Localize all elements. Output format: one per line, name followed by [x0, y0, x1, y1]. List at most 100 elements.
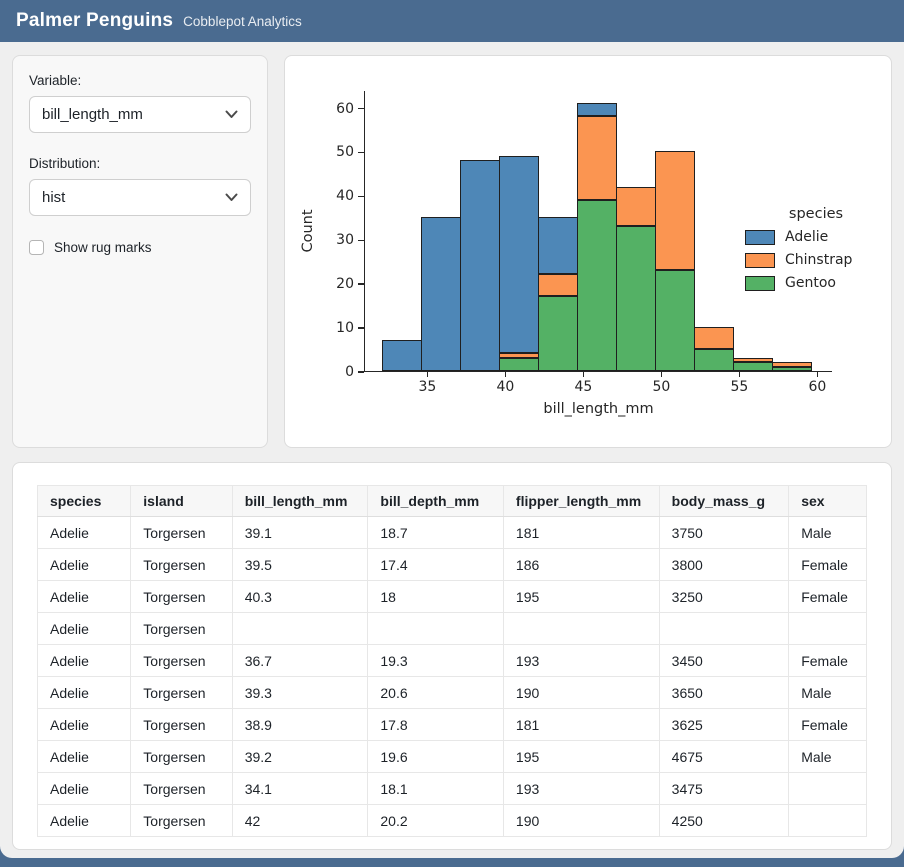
penguins-table: species island bill_length_mm bill_depth_mm… — [36, 485, 867, 837]
top-row: Variable: bill_length_mm Distribution: h… — [12, 55, 892, 448]
x-tick-label: 40 — [496, 379, 515, 395]
bar-segment-chinstrap — [538, 274, 579, 297]
legend-entry: Gentoo — [745, 275, 887, 291]
y-tick-label: 40 — [336, 188, 354, 205]
table-row: Adelie Torgersen 39.2 19.6 195 4675 Male — [36, 740, 867, 773]
table-header-row: species island bill_length_mm bill_depth_mm… — [36, 485, 867, 517]
table-cell: 3650 — [658, 676, 790, 709]
column-header-species: species — [36, 485, 132, 517]
y-tick — [358, 283, 364, 285]
x-tick-label: 45 — [574, 379, 593, 395]
table-cell: 181 — [502, 708, 660, 741]
table-cell: Torgersen — [130, 644, 233, 677]
legend-label: Adelie — [785, 229, 829, 245]
table-cell: 195 — [502, 580, 660, 613]
y-tick-label: 30 — [336, 232, 354, 249]
table-cell: Adelie — [36, 580, 132, 613]
content-sheet: Variable: bill_length_mm Distribution: h… — [0, 42, 904, 858]
y-tick — [358, 327, 364, 329]
column-header-body_mass_g: body_mass_g — [658, 485, 790, 517]
table-cell — [788, 612, 867, 645]
table-cell — [231, 612, 369, 645]
table-cell: Adelie — [36, 708, 132, 741]
table-cell: Adelie — [36, 804, 132, 837]
table-cell: 3625 — [658, 708, 790, 741]
chevron-down-icon — [225, 193, 238, 201]
table-cell: Adelie — [36, 644, 132, 677]
table-cell: Male — [788, 676, 867, 709]
y-tick — [358, 371, 364, 373]
table-cell: 193 — [502, 644, 660, 677]
table-cell: Female — [788, 708, 867, 741]
legend-label: Gentoo — [785, 275, 836, 291]
table-cell: 34.1 — [231, 772, 369, 805]
table-row: Adelie Torgersen — [36, 612, 867, 645]
bar-segment-gentoo — [694, 349, 735, 371]
table-cell: 39.3 — [231, 676, 369, 709]
x-tick — [582, 371, 585, 377]
legend-entry: Chinstrap — [745, 252, 887, 268]
column-header-island: island — [130, 485, 233, 517]
table-row: Adelie Torgersen 39.1 18.7 181 3750 Male — [36, 516, 867, 549]
table-cell: 3750 — [658, 516, 790, 549]
table-row: Adelie Torgersen 39.5 17.4 186 3800 Female — [36, 548, 867, 581]
data-table-card: species island bill_length_mm bill_depth_mm… — [12, 462, 892, 850]
table-cell: 3475 — [658, 772, 790, 805]
legend-swatch — [745, 275, 775, 291]
table-cell: 193 — [502, 772, 660, 805]
table-cell: 38.9 — [231, 708, 369, 741]
bar-segment-adelie — [577, 103, 618, 117]
table-row: Adelie Torgersen 38.9 17.8 181 3625 Female — [36, 708, 867, 741]
table-cell: Adelie — [36, 612, 132, 645]
bar-segment-gentoo — [538, 296, 579, 371]
bar-segment-gentoo — [772, 366, 813, 371]
x-tick — [660, 371, 663, 377]
variable-select-value: bill_length_mm — [42, 106, 143, 123]
chevron-down-icon — [225, 110, 238, 118]
bar-segment-gentoo — [655, 270, 696, 371]
table-cell: Male — [788, 740, 867, 773]
column-header-bill_depth_mm: bill_depth_mm — [367, 485, 504, 517]
table-cell: Adelie — [36, 548, 132, 581]
distribution-select[interactable]: hist — [29, 179, 251, 216]
table-cell: 40.3 — [231, 580, 369, 613]
page-title: Palmer Penguins — [16, 10, 174, 31]
table-cell: Torgersen — [130, 676, 233, 709]
bar-segment-chinstrap — [772, 362, 813, 367]
table-cell: Torgersen — [130, 612, 233, 645]
table-cell: 3250 — [658, 580, 790, 613]
y-tick-label: 0 — [345, 364, 354, 380]
x-tick-label: 50 — [652, 379, 671, 395]
bar-segment-chinstrap — [499, 353, 540, 358]
y-tick — [358, 151, 364, 154]
y-tick-label: 10 — [336, 320, 354, 337]
x-tick — [738, 371, 741, 377]
rug-checkbox[interactable] — [29, 240, 44, 255]
table-cell: 3450 — [658, 644, 790, 677]
y-tick — [358, 239, 364, 242]
table-cell: Female — [788, 580, 867, 613]
table-cell: 17.8 — [367, 708, 504, 741]
table-cell: Torgersen — [130, 516, 233, 549]
bar-segment-adelie — [460, 160, 501, 371]
table-cell: 18.1 — [367, 772, 504, 805]
bar-segment-chinstrap — [577, 116, 618, 200]
table-cell: 39.2 — [231, 740, 369, 773]
table-cell: 4250 — [658, 804, 790, 837]
page-subtitle: Cobblepot Analytics — [183, 14, 302, 29]
histogram-card: Count bill_length_mm 0 10 20 30 40 50 60 35 40 45… — [284, 55, 892, 448]
table-cell: 186 — [502, 548, 660, 581]
x-axis-label: bill_length_mm — [543, 401, 654, 417]
sidebar: Variable: bill_length_mm Distribution: h… — [12, 55, 268, 448]
variable-select[interactable]: bill_length_mm — [29, 96, 251, 133]
table-cell: Adelie — [36, 516, 132, 549]
table-cell: 181 — [502, 516, 660, 549]
y-tick-label: 60 — [336, 100, 354, 117]
table-cell: Female — [788, 644, 867, 677]
x-tick — [426, 371, 429, 377]
table-row: Adelie Torgersen 36.7 19.3 193 3450 Female — [36, 644, 867, 677]
table-cell: 17.4 — [367, 548, 504, 581]
y-tick-label: 50 — [336, 144, 354, 161]
bar-segment-adelie — [382, 340, 423, 371]
table-cell: Torgersen — [130, 580, 233, 613]
